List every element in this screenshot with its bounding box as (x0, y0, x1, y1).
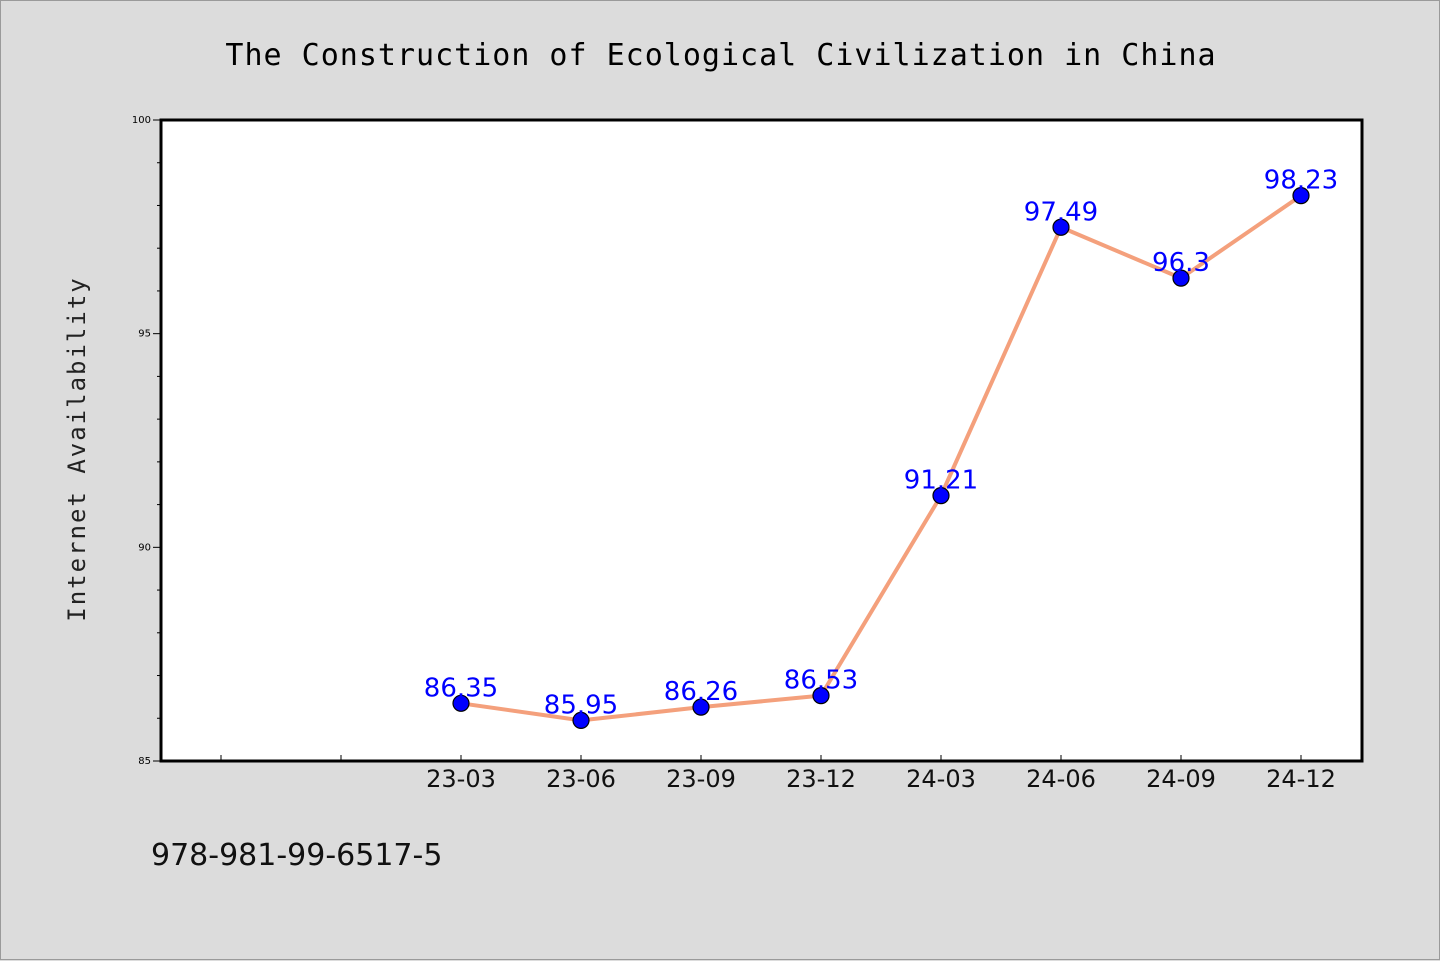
isbn-text: 978-981-99-6517-5 (151, 838, 442, 873)
x-tick-label: 23-12 (786, 765, 856, 793)
x-tick-label: 24-06 (1026, 765, 1096, 793)
data-point-marker (692, 698, 710, 716)
markers-layer (452, 187, 1310, 730)
data-point-marker (1172, 269, 1190, 287)
y-tick-label: 85 (138, 756, 151, 767)
axis-ticks: 85 90 95 100 23-03 23-06 23-09 23-12 24-03 24-06 2… (132, 115, 1336, 793)
series-layer (459, 193, 1303, 723)
data-point-marker (932, 487, 950, 505)
y-tick-label: 90 (138, 542, 151, 553)
data-label: 86.26 (664, 677, 738, 707)
data-label: 98.23 (1264, 166, 1338, 196)
data-point-marker (1292, 187, 1310, 205)
data-label: 86.35 (424, 673, 498, 703)
y-tick-label: 95 (138, 329, 151, 340)
data-label: 97.49 (1024, 197, 1098, 227)
series-line (459, 193, 1303, 723)
data-point-marker (1052, 218, 1070, 236)
data-label: 86.53 (784, 666, 858, 696)
x-tick-label: 23-09 (666, 765, 736, 793)
x-tick-label: 23-03 (426, 765, 496, 793)
data-point-marker (812, 687, 830, 705)
data-point-marker (452, 694, 470, 712)
x-tick-label: 23-06 (546, 765, 616, 793)
x-tick-label: 24-12 (1266, 765, 1336, 793)
data-point-marker (572, 711, 590, 730)
data-label: 91.21 (904, 466, 978, 496)
data-label: 96.3 (1152, 248, 1210, 278)
plot-area (159, 118, 1364, 763)
y-axis-label: Internet Availability (63, 276, 91, 621)
y-tick-label: 100 (132, 115, 151, 126)
chart-title: The Construction of Ecological Civilizat… (225, 38, 1216, 73)
data-label: 85.95 (544, 690, 618, 720)
x-tick-label: 24-03 (906, 765, 976, 793)
data-labels-layer: 86.35 85.95 86.26 86.53 91.21 97.49 96.3 98.23 (424, 166, 1338, 721)
x-tick-label: 24-09 (1146, 765, 1216, 793)
